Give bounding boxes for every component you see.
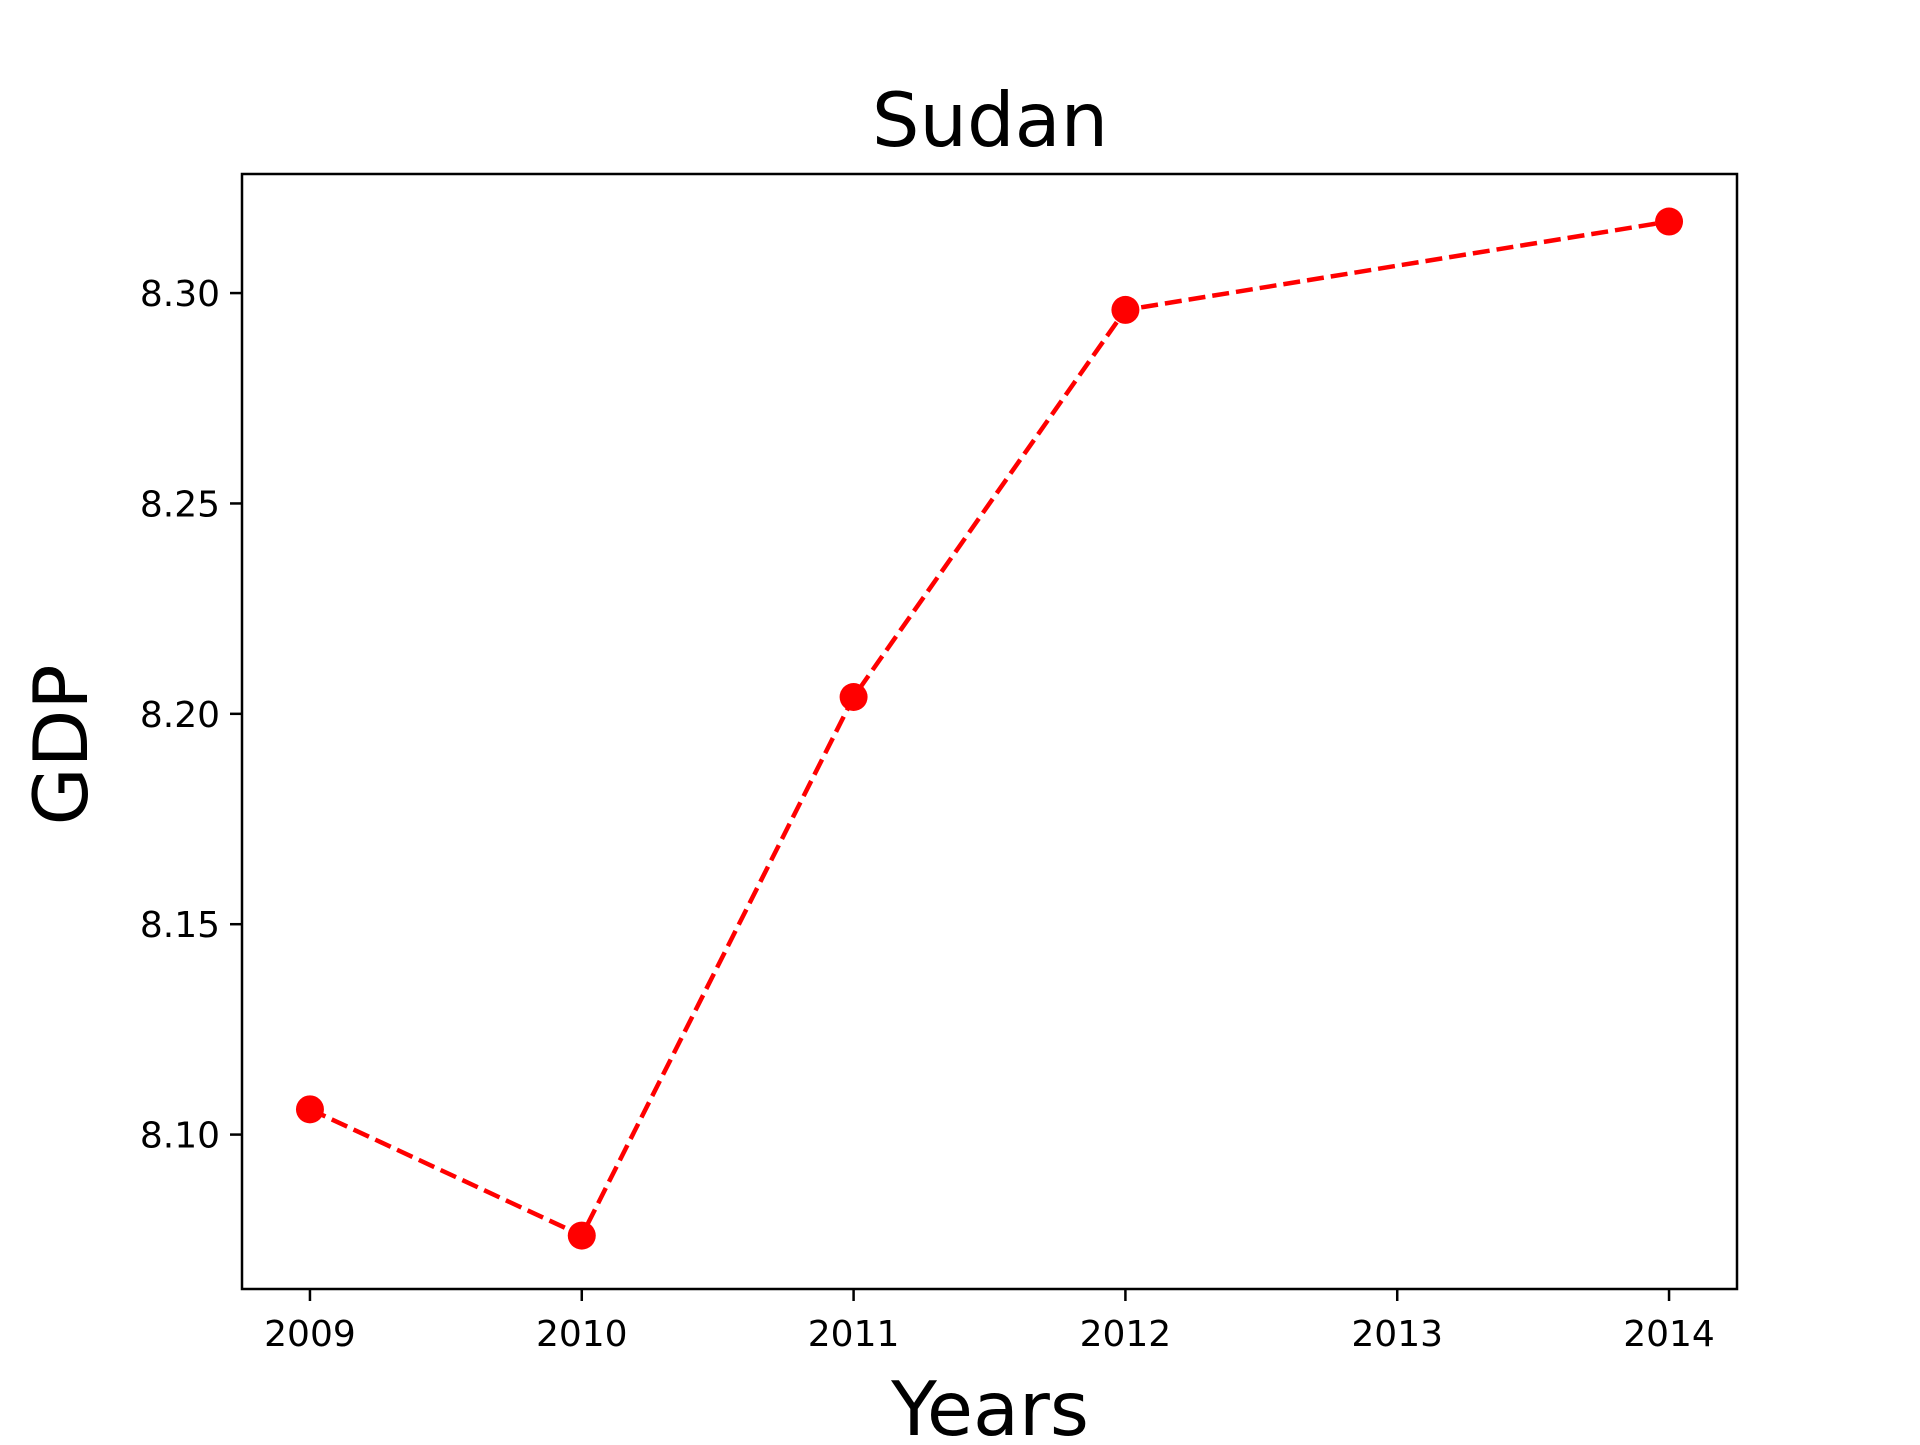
y-tick-label: 8.10 [140,1116,220,1157]
chart-title: Sudan [872,76,1108,164]
x-axis-ticks: 2009 2010 2011 2012 2013 2014 [264,1289,1715,1355]
data-point [839,682,868,711]
x-axis-label: Years [890,1365,1089,1440]
x-tick-label: 2010 [536,1314,628,1355]
x-tick-label: 2014 [1623,1314,1715,1355]
y-tick-label: 8.30 [140,274,220,315]
x-tick-label: 2013 [1351,1314,1443,1355]
data-point [1111,295,1140,324]
data-point [1655,207,1684,236]
data-point [567,1221,596,1250]
plot-frame [240,172,1739,1291]
y-tick-label: 8.15 [140,905,220,946]
plot-area: 8.10 8.15 8.20 8.25 8.30 2009 2010 2011 2012 201… [140,172,1739,1355]
data-point [295,1095,324,1124]
y-axis-ticks: 8.10 8.15 8.20 8.25 8.30 [140,274,242,1157]
y-tick-label: 8.25 [140,484,220,525]
x-tick-label: 2009 [264,1314,356,1355]
series-layer [295,207,1684,1250]
y-tick-label: 8.20 [140,695,220,736]
x-tick-label: 2012 [1080,1314,1172,1355]
y-axis-label: GDP [17,664,105,825]
x-tick-label: 2011 [808,1314,900,1355]
